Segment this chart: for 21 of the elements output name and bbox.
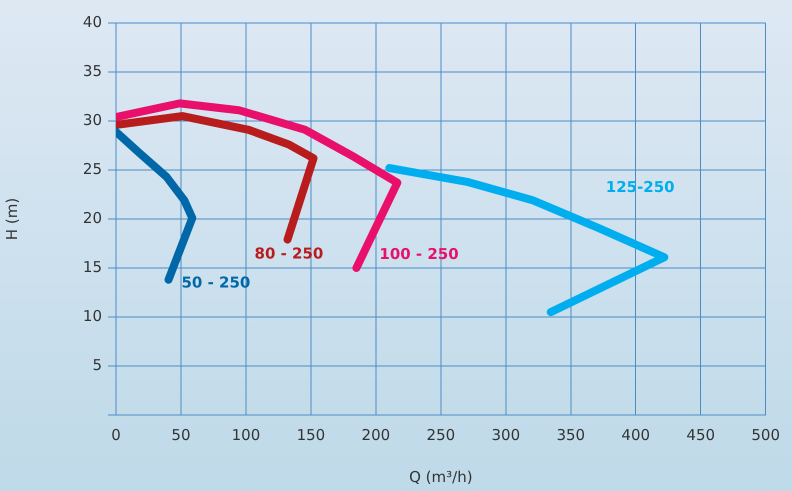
x-tick-label: 0 [111, 426, 121, 444]
x-axis-title: Q (m³/h) [409, 468, 473, 486]
y-tick-label: 25 [82, 160, 102, 178]
y-tick-label: 10 [82, 306, 102, 325]
y-tick-label: 30 [82, 110, 102, 129]
y-tick-label: 35 [82, 62, 102, 80]
x-tick-label: 200 [362, 426, 390, 444]
x-tick-label: 300 [491, 426, 520, 444]
x-tick-label: 150 [296, 426, 326, 444]
y-tick-label: 5 [92, 356, 102, 374]
y-tick-label: 20 [82, 208, 102, 227]
x-tick-label: 450 [686, 426, 716, 444]
x-tick-label: 400 [621, 426, 650, 444]
y-tick-label: 15 [82, 258, 102, 276]
y-tick-label: 40 [82, 12, 102, 31]
x-tick-label: 50 [171, 426, 191, 444]
y-axis-title: H (m) [2, 198, 21, 240]
x-tick-label: 250 [426, 426, 456, 444]
x-tick-label: 100 [232, 426, 260, 444]
x-tick-label: 350 [556, 426, 586, 444]
x-tick-label: 500 [751, 426, 780, 444]
